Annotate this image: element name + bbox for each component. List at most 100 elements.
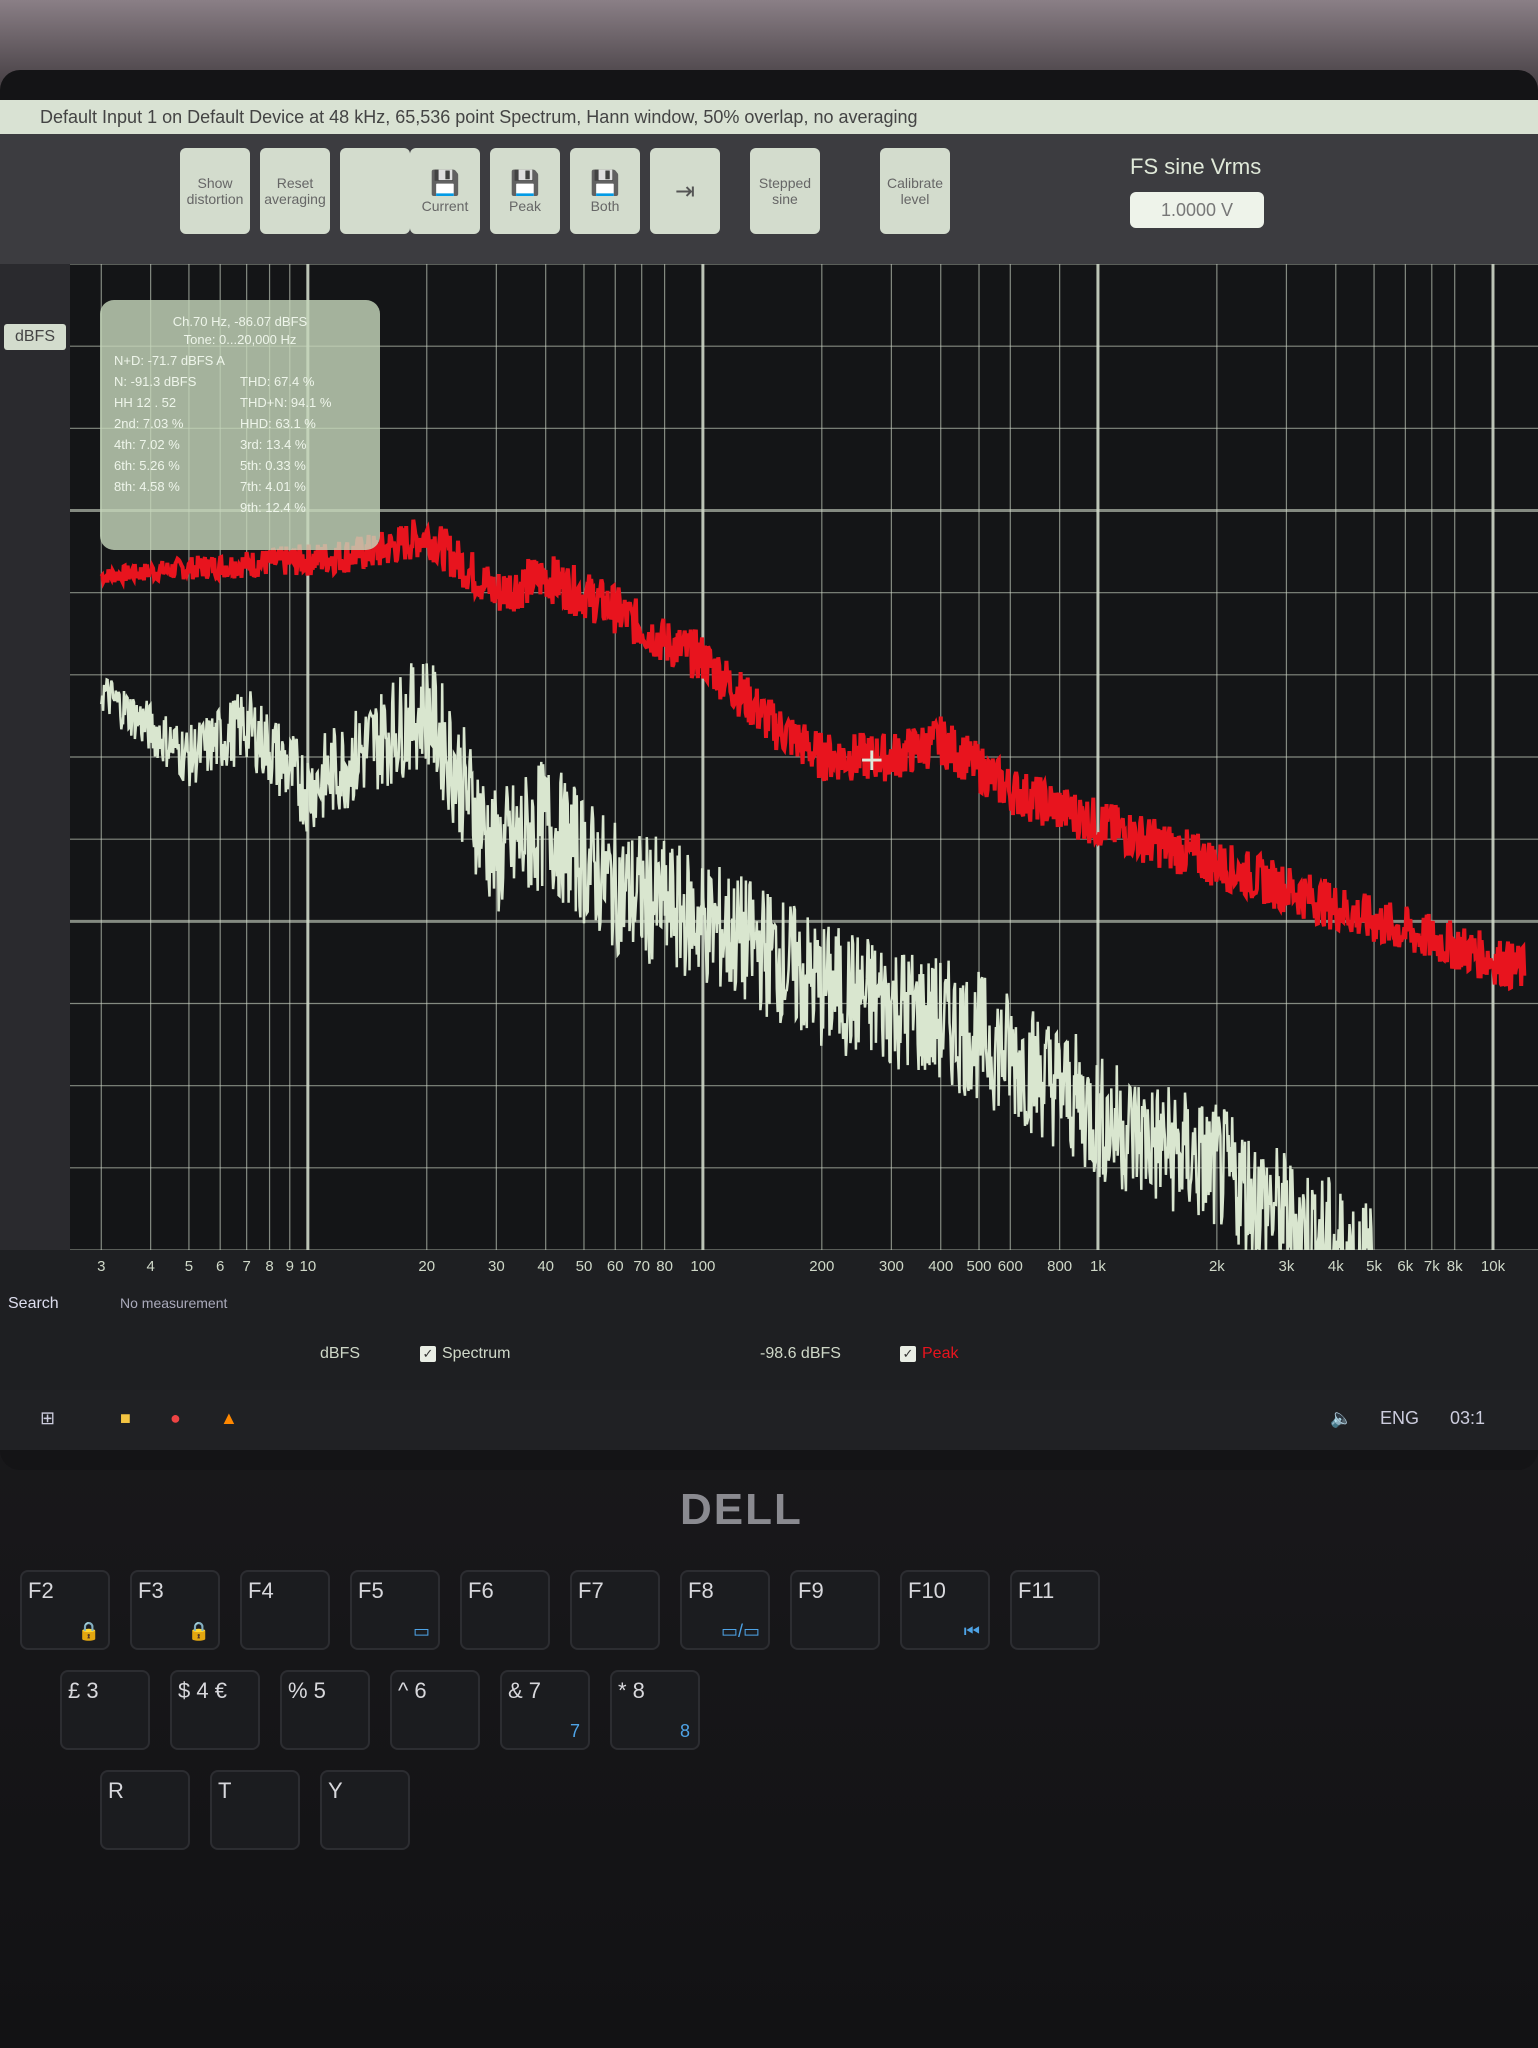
x-tick-label: 5k [1366,1258,1382,1275]
save-icon: 💾 [510,169,540,197]
search-box[interactable]: Search [8,1295,59,1312]
toolbar-button-label: Both [590,197,620,214]
distortion-value: 6th: 5.26 % [114,458,180,473]
toolbar-button-stepped-sine[interactable]: Stepped sine [750,148,820,234]
x-tick-label: 100 [690,1258,716,1275]
x-tick-label: 300 [878,1258,904,1275]
distortion-panel: Ch.70 Hz, -86.07 dBFS Tone: 0...20,000 H… [100,300,380,550]
key[interactable]: T [210,1770,300,1850]
taskbar: ⊞ ■ ● ▲ 🔈 ENG 03:1 [0,1390,1538,1450]
key[interactable]: F7 [570,1570,660,1650]
key-label: F2 [28,1578,54,1603]
toolbar-button-reset-averaging[interactable]: Reset averaging [260,148,330,234]
key[interactable]: F4 [240,1570,330,1650]
save-icon: 💾 [590,169,620,197]
key[interactable]: $ 4 € [170,1670,260,1750]
spectrum-legend[interactable]: ✓ Spectrum [420,1345,510,1363]
toolbar-button-calibrate-level[interactable]: Calibrate level [880,148,950,234]
toolbar-button-blank-2[interactable] [340,148,410,234]
key[interactable]: * 8 8 [610,1670,700,1750]
x-tick-label: 9 [285,1258,294,1275]
toolbar-button-label: Stepped sine [758,175,812,207]
unit-text: dBFS [320,1345,361,1362]
unit-select[interactable]: dBFS [4,324,66,350]
fs-sine-label: FS sine Vrms [1130,154,1262,179]
key-label: & 7 [508,1678,542,1703]
distortion-value [240,353,366,368]
key[interactable]: % 5 [280,1670,370,1750]
distortion-value: HHD: 63.1 % [240,416,316,431]
x-tick-label: 10 [299,1258,317,1275]
window-title: Default Input 1 on Default Device at 48 … [0,100,1538,134]
import-icon: ⇥ [674,177,696,205]
toolbar-button-current[interactable]: 💾 Current [410,148,480,234]
key-label: £ 3 [68,1678,99,1703]
x-tick-label: 40 [537,1258,555,1275]
x-tick-label: 3k [1278,1258,1295,1275]
key[interactable]: & 7 7 [500,1670,590,1750]
key[interactable]: F5 ▭ [350,1570,440,1650]
key-label: Y [328,1778,343,1803]
key-label: F10 [908,1578,946,1603]
unit-label: dBFS [320,1345,360,1363]
key[interactable]: F9 [790,1570,880,1650]
key[interactable]: R [100,1770,190,1850]
key-label: F4 [248,1578,274,1603]
key[interactable]: F11 [1010,1570,1100,1650]
level-readout-text: -98.6 dBFS [760,1345,841,1362]
toolbar-button-label: Current [421,197,469,214]
key[interactable]: F10 ⏮ [900,1570,990,1650]
key-label: ^ 6 [398,1678,427,1703]
spectrum-checkbox[interactable]: ✓ [420,1346,436,1362]
x-tick-label: 7 [242,1258,251,1275]
fs-sine-input[interactable] [1130,192,1264,228]
x-tick-label: 4k [1327,1258,1344,1275]
x-tick-label: 8k [1446,1258,1463,1275]
distortion-value: THD: 67.4 % [240,374,315,389]
key[interactable]: F2 🔒 [20,1570,110,1650]
folder-icon[interactable]: ■ [120,1408,131,1428]
volume-icon[interactable]: 🔈 [1330,1408,1353,1428]
toolbar-button-both[interactable]: 💾 Both [570,148,640,234]
save-icon: 💾 [430,169,460,197]
peak-legend[interactable]: ✓ Peak [900,1345,958,1363]
chrome-icon[interactable]: ● [170,1408,181,1428]
language-indicator[interactable]: ENG [1380,1408,1420,1428]
vlc-icon[interactable]: ▲ [220,1408,238,1428]
toolbar-button-peak[interactable]: 💾 Peak [490,148,560,234]
x-tick-label: 80 [656,1258,673,1275]
key[interactable]: F3 🔒 [130,1570,220,1650]
distortion-value [114,500,240,515]
key[interactable]: F8 ▭/▭ [680,1570,770,1650]
key-label: F11 [1018,1578,1055,1603]
key-label: F5 [358,1578,384,1603]
clock[interactable]: 03:1 [1450,1408,1486,1428]
key[interactable]: ^ 6 [390,1670,480,1750]
toolbar-button-show-distortion[interactable]: Show distortion [180,148,250,234]
x-tick-label: 3 [97,1258,106,1275]
key[interactable]: £ 3 [60,1670,150,1750]
key-label: F3 [138,1578,164,1603]
distortion-value: N: -91.3 dBFS [114,374,197,389]
distortion-value: 3rd: 13.4 % [240,437,307,452]
key-label: % 5 [288,1678,326,1703]
key-label: F7 [578,1578,604,1603]
peak-label: Peak [922,1345,959,1362]
key-label: F6 [468,1578,494,1603]
distortion-value: 4th: 7.02 % [114,437,180,452]
key[interactable]: F6 [460,1570,550,1650]
fundamental-readout: Ch.70 Hz, -86.07 dBFS [172,314,308,329]
x-tick-label: 500 [966,1258,992,1275]
toolbar: FS sine Vrms Show distortion Reset averag… [0,134,1538,264]
x-tick-label: 30 [487,1258,505,1275]
distortion-value: 7th: 4.01 % [240,479,306,494]
distortion-value: 8th: 4.58 % [114,479,180,494]
x-tick-label: 10k [1480,1258,1506,1275]
toolbar-button-blank-6[interactable]: ⇥ [650,148,720,234]
bottom-bar: Search No measurement dBFS ✓ Spectrum -9… [0,1250,1538,1390]
peak-checkbox[interactable]: ✓ [900,1346,916,1362]
start-icon[interactable]: ⊞ [40,1408,56,1428]
key-fn-label: ⏮ [963,1621,980,1641]
key[interactable]: Y [320,1770,410,1850]
x-tick-label: 70 [633,1258,651,1275]
